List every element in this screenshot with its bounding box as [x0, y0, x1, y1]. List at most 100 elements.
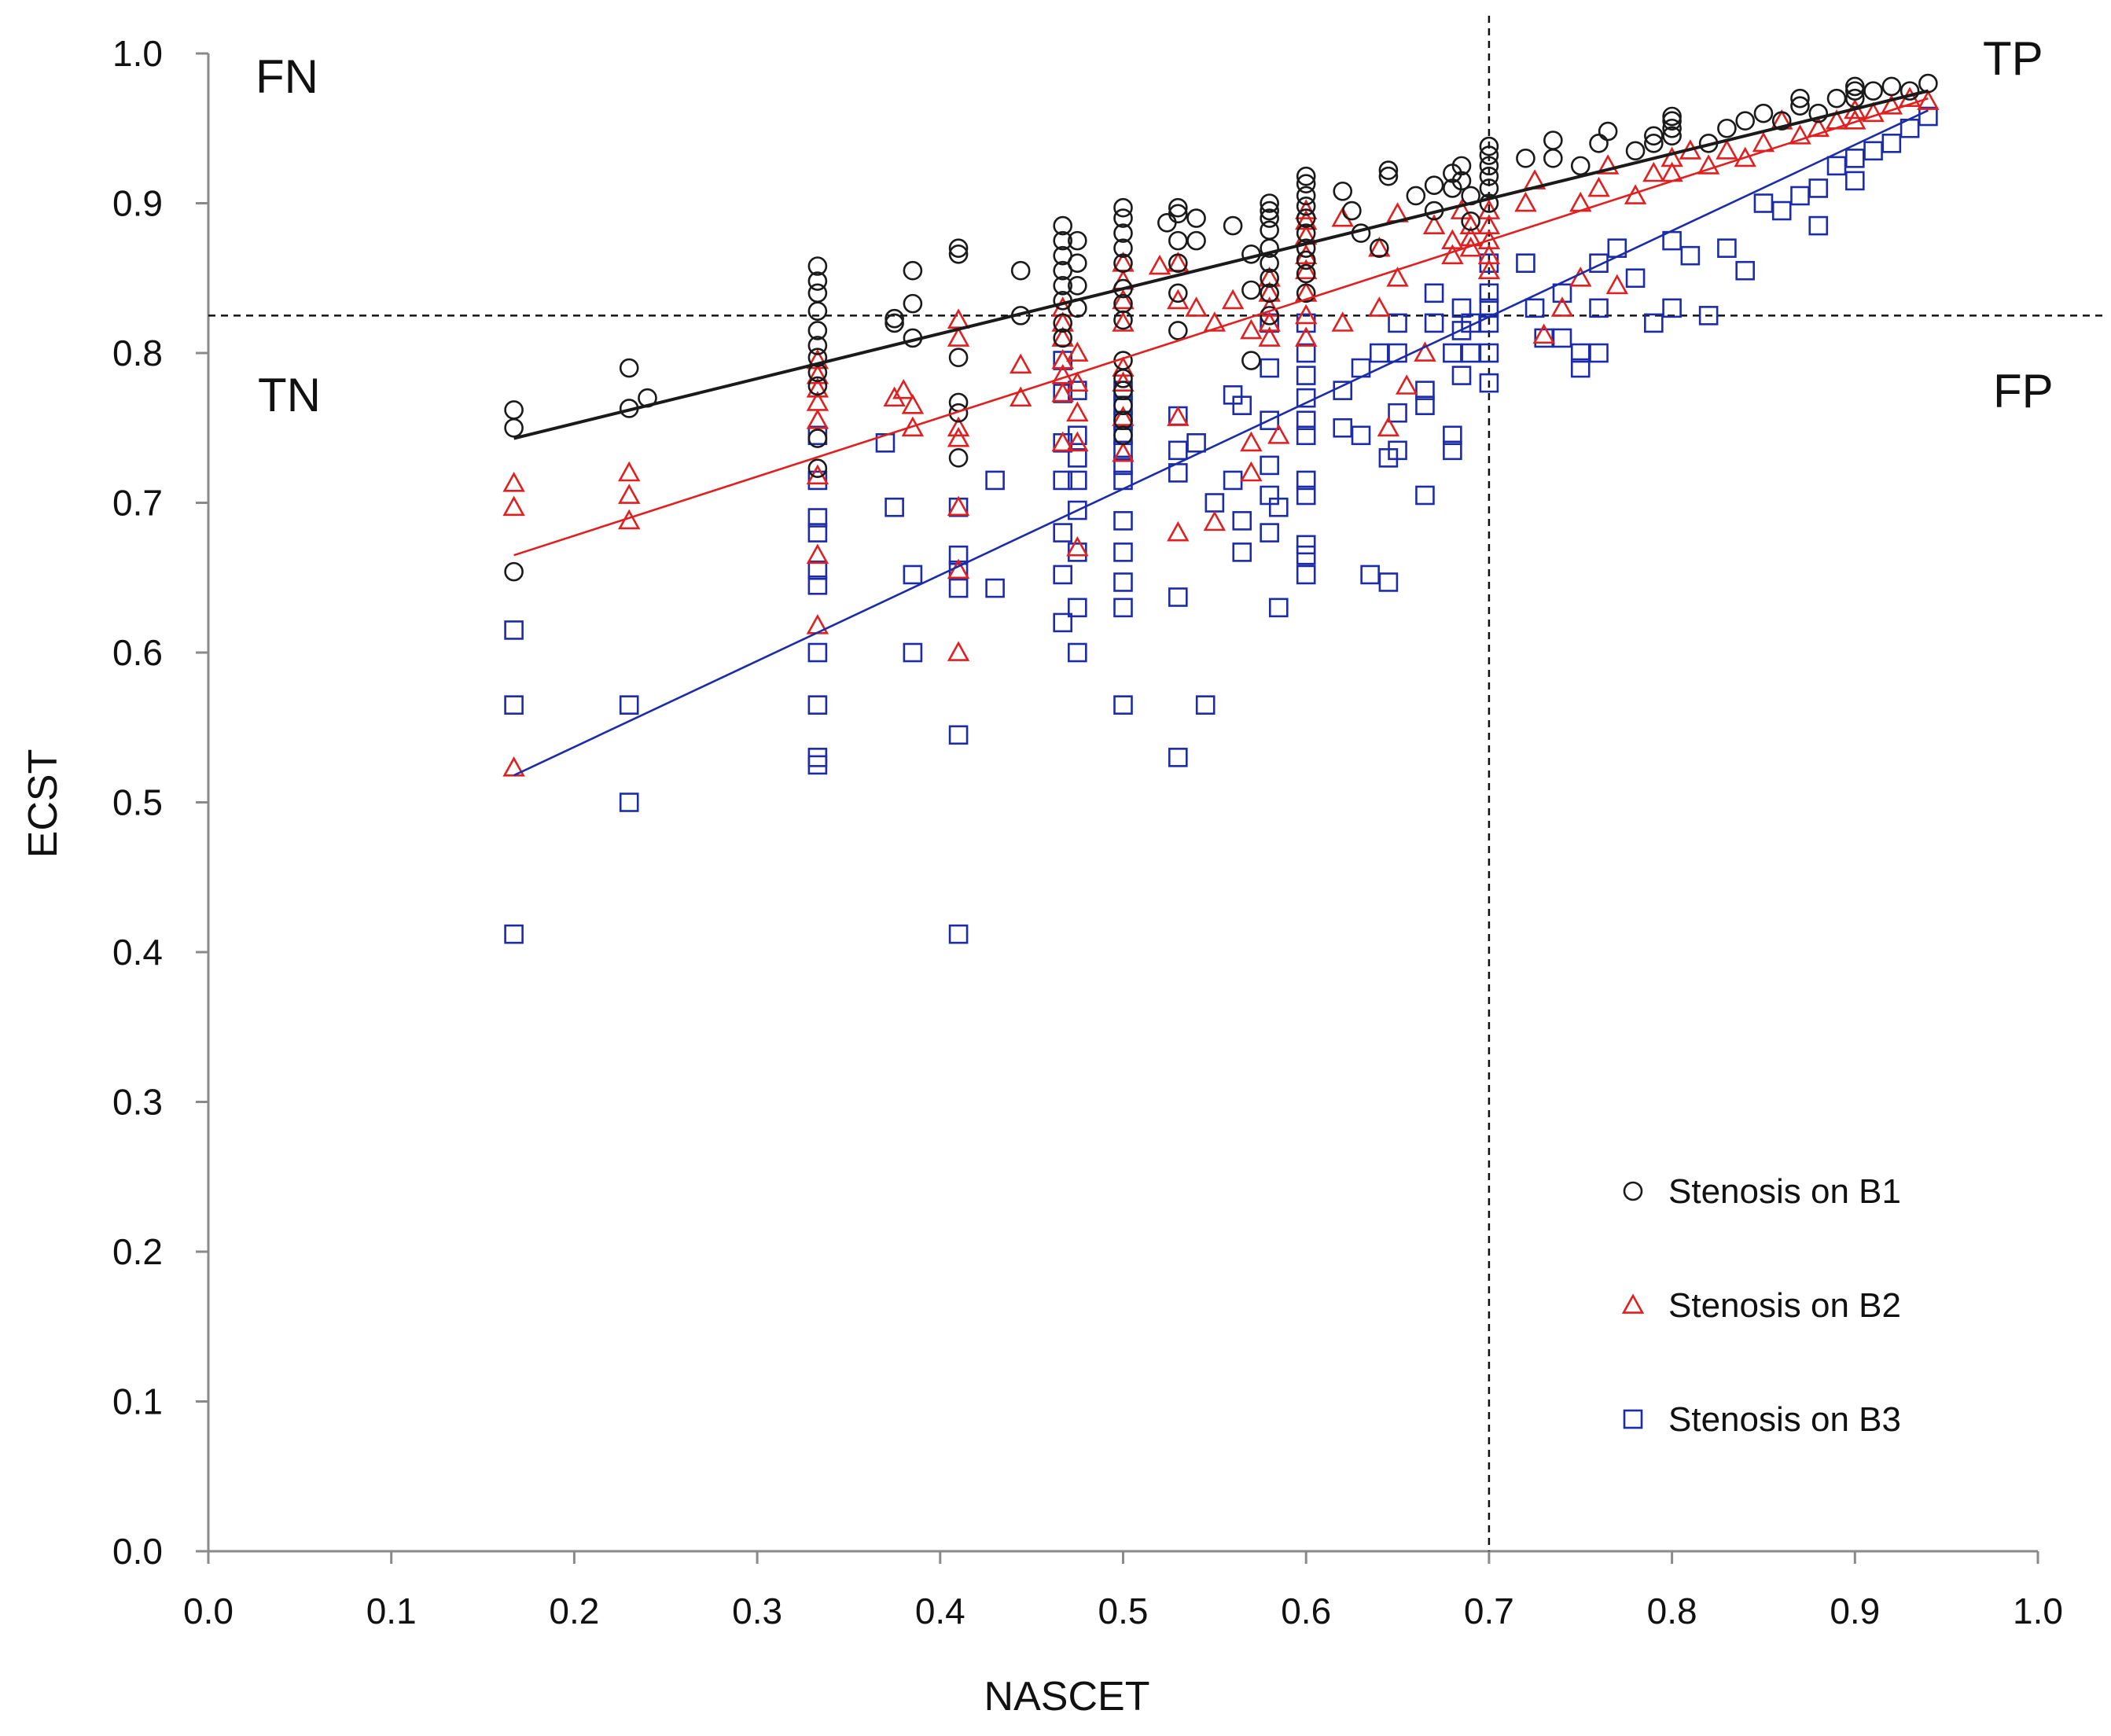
b1-circle-point [807, 458, 828, 478]
b1-circle-point [1369, 238, 1389, 258]
b2-triangle-point [1789, 124, 1811, 145]
b3-square-point [1296, 425, 1316, 446]
b1-circle-point [1296, 263, 1316, 284]
b1-circle-point [948, 348, 969, 368]
b3-square-point [1918, 106, 1938, 127]
series-1-points [504, 73, 1938, 582]
b1-circle-point [1010, 260, 1031, 281]
b2-triangle-point [947, 426, 970, 447]
legend-markers [1621, 1181, 1645, 1429]
b1-circle-point [1424, 175, 1444, 195]
b2-triangle-point [806, 377, 829, 398]
b2-triangle-point [1112, 311, 1135, 332]
b1-circle-point [1543, 149, 1563, 168]
b3-square-point [1186, 432, 1206, 453]
b1-circle-point [1113, 253, 1133, 274]
b2-triangle-point [1051, 431, 1074, 452]
y-tick-label: 0.1 [112, 1381, 163, 1422]
b1-circle-point [1113, 208, 1133, 228]
b1-circle-point [807, 301, 828, 321]
b1-circle-point [1113, 410, 1133, 431]
legend-marker-b1 [1623, 1181, 1643, 1201]
b2-triangle-point [1203, 510, 1227, 531]
x-tick-label: 1.0 [2013, 1591, 2063, 1631]
b3-square-point [1068, 470, 1087, 491]
x-axis-title: NASCET [984, 1674, 1150, 1719]
b1-circle-point [807, 256, 828, 276]
b3-square-point [1113, 542, 1133, 562]
b1-circle-point [948, 403, 969, 423]
b1-circle-point [1662, 106, 1682, 127]
b3-square-point [1168, 587, 1188, 607]
b1-circle-point [1241, 351, 1261, 370]
b3-square-point [1053, 565, 1073, 585]
b1-circle-point [1260, 238, 1279, 258]
b2-triangle-point [1477, 259, 1501, 280]
b2-triangle-point [1514, 191, 1537, 212]
b2-triangle-point [1221, 289, 1245, 310]
b3-square-point [807, 508, 828, 528]
y-tick-label: 0.9 [112, 183, 163, 224]
b2-triangle-point [1596, 154, 1620, 175]
y-axis-title: ECST [20, 749, 66, 859]
b1-circle-point [1113, 425, 1133, 446]
b3-square-point [1268, 497, 1289, 517]
b2-triangle-point [1112, 289, 1135, 310]
b1-circle-point [1113, 278, 1133, 299]
b1-circle-point [504, 417, 524, 438]
b2-triangle-point [1258, 326, 1281, 347]
y-tick-label: 0.0 [112, 1531, 163, 1572]
b1-circle-point [807, 336, 828, 355]
b1-circle-point [1296, 186, 1316, 206]
b3-square-point [1662, 230, 1682, 251]
b2-triangle-point [502, 472, 525, 492]
b2-triangle-point [1862, 101, 1885, 123]
b2-triangle-point [1066, 371, 1089, 392]
b2-triangle-point [1880, 94, 1903, 115]
b2-triangle-point [618, 484, 641, 504]
b3-square-point [948, 545, 969, 565]
b1-circle-point [504, 561, 524, 582]
b1-circle-point [1662, 118, 1682, 138]
b1-circle-point [1771, 111, 1792, 131]
b1-circle-point [1241, 280, 1261, 300]
b3-square-point [1053, 523, 1073, 542]
y-tick-label: 0.8 [112, 333, 163, 373]
x-tick-label: 0.2 [549, 1591, 599, 1631]
b3-square-point [1168, 748, 1188, 767]
b3-square-point [1296, 343, 1316, 363]
b1-circle-point [1296, 250, 1316, 270]
b3-square-point [807, 560, 828, 580]
trend-line-b3 [513, 109, 1929, 777]
b1-circle-point [1342, 200, 1362, 221]
b3-square-point [903, 565, 923, 585]
b2-triangle-point [1386, 267, 1409, 287]
b1-circle-point [1625, 141, 1646, 161]
trend-line-b2 [513, 97, 1929, 557]
b2-triangle-point [892, 378, 915, 399]
legend-label-b1: Stenosis on B1 [1668, 1172, 1901, 1211]
b1-circle-point [1735, 111, 1755, 131]
b3-square-point [807, 695, 828, 715]
b3-square-point [1068, 425, 1087, 446]
b3-square-point [1451, 366, 1472, 385]
b2-triangle-point [1422, 214, 1446, 234]
b1-circle-point [1053, 230, 1073, 251]
b2-triangle-point [1441, 244, 1464, 265]
b2-triangle-point [1148, 254, 1171, 275]
b2-triangle-point [502, 756, 525, 777]
b1-circle-point [903, 260, 923, 281]
b2-triangle-point [1807, 116, 1830, 138]
b3-square-point [948, 725, 969, 745]
b2-triangle-point [1697, 154, 1720, 175]
b2-triangle-point [618, 461, 641, 482]
legend-marker-b3 [1623, 1409, 1643, 1429]
legend-marker-b2 [1621, 1293, 1645, 1314]
b3-square-point [1524, 298, 1545, 318]
b1-circle-point [884, 308, 904, 329]
b2-triangle-point [1112, 441, 1135, 462]
y-tick-label: 1.0 [112, 33, 163, 74]
b3-square-point [1552, 328, 1572, 348]
b2-triangle-point [1331, 311, 1354, 332]
b1-circle-point [1451, 156, 1472, 176]
